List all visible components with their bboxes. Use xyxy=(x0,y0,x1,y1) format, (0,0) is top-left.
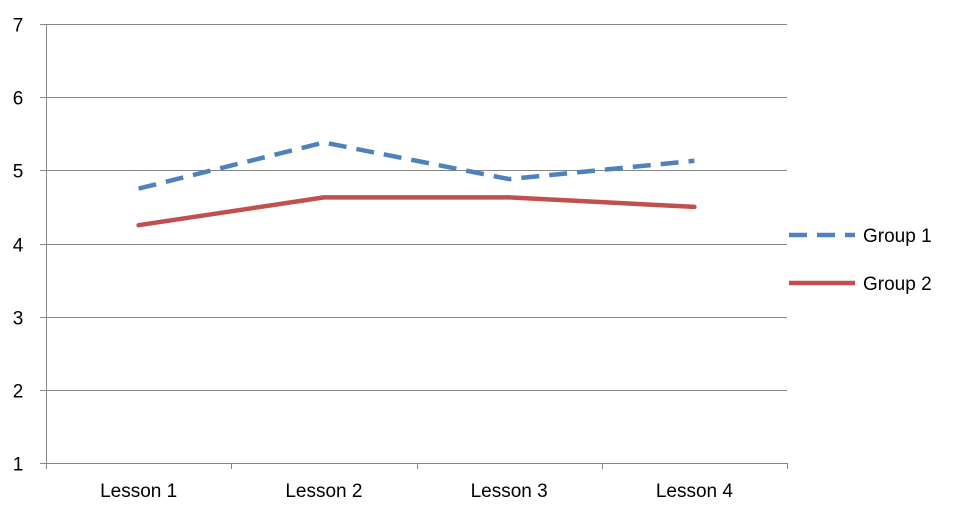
series-line-1 xyxy=(138,140,695,191)
legend: Group 1 Group 2 xyxy=(789,226,932,295)
series-line-2 xyxy=(136,195,697,228)
axes xyxy=(40,24,788,469)
x-tick-label: Lesson 3 xyxy=(471,481,548,502)
y-tick-label: 7 xyxy=(13,16,24,37)
y-tick-label: 3 xyxy=(13,309,24,330)
x-tick-labels: Lesson 1 Lesson 2 Lesson 3 Lesson 4 xyxy=(100,481,733,502)
legend-label-1: Group 1 xyxy=(863,226,932,247)
y-tick-label: 4 xyxy=(13,236,24,257)
y-tick-label: 6 xyxy=(13,89,24,110)
y-tick-label: 2 xyxy=(13,382,24,403)
x-tick-label: Lesson 4 xyxy=(656,481,734,502)
series-lines xyxy=(136,140,697,228)
y-tick-label: 5 xyxy=(13,162,24,183)
y-tick-label: 1 xyxy=(13,455,24,476)
legend-label-2: Group 2 xyxy=(863,274,932,295)
gridlines xyxy=(46,24,787,391)
x-tick-label: Lesson 1 xyxy=(100,481,177,502)
y-tick-labels: 1 2 3 4 5 6 7 xyxy=(13,16,24,476)
x-tick-label: Lesson 2 xyxy=(285,481,362,502)
